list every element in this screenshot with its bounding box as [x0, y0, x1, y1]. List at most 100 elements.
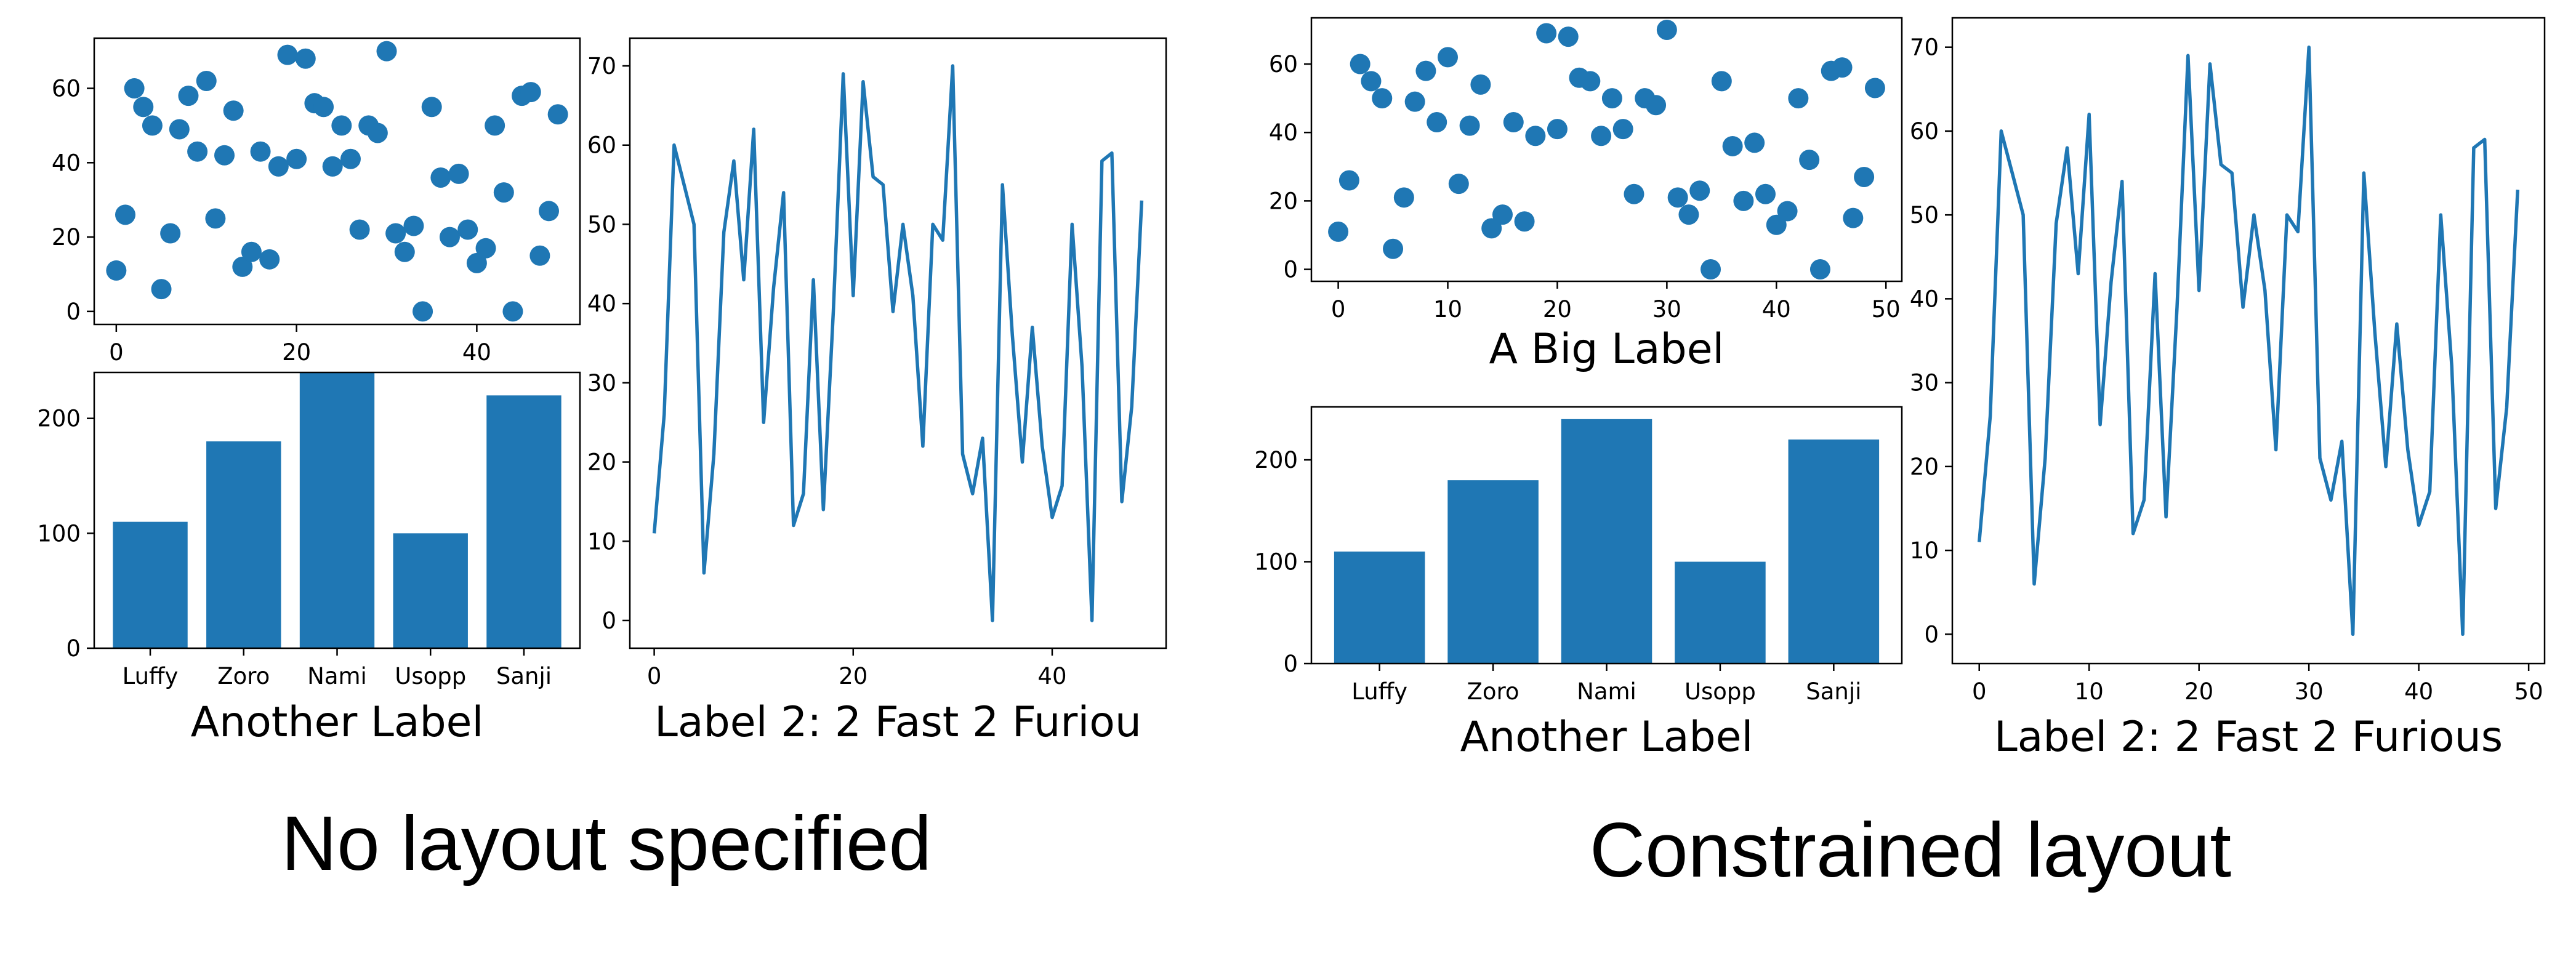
- scatter-point: [115, 204, 136, 225]
- y-tick-label: 30: [1910, 370, 1939, 396]
- x-tick-label: Sanji: [1806, 678, 1861, 705]
- left-line-xlabel: Label 2: 2 Fast 2 Furiou: [654, 698, 1141, 747]
- scatter-point: [1777, 201, 1798, 222]
- y-tick-label: 40: [1269, 119, 1298, 146]
- x-tick-label: 20: [2184, 678, 2213, 705]
- scatter-point: [547, 104, 568, 125]
- scatter-point: [485, 115, 505, 136]
- scatter-point: [1514, 211, 1535, 232]
- scatter-point: [1809, 259, 1830, 280]
- right-line-frame: [1951, 17, 2546, 665]
- y-tick-label: 50: [587, 211, 616, 238]
- scatter-point: [106, 260, 127, 281]
- scatter-point: [1438, 47, 1459, 68]
- scatter-point: [1328, 221, 1349, 242]
- left-scatter-axes: 0 20 40 0 20 40 60: [52, 37, 581, 366]
- x-tick-label: Luffy: [123, 663, 179, 689]
- scatter-point: [1558, 26, 1579, 47]
- scatter-point: [385, 223, 406, 244]
- scatter-point: [1701, 259, 1721, 280]
- x-tick-label: 10: [1433, 296, 1462, 323]
- y-tick-label: 200: [1254, 447, 1298, 473]
- scatter-point: [1459, 115, 1480, 136]
- y-tick-label: 20: [587, 449, 616, 476]
- left-bar-xlabel: Another Label: [191, 698, 484, 747]
- scatter-point: [160, 223, 181, 244]
- bar-usopp: [393, 533, 468, 648]
- right-line-xlabel: Label 2: 2 Fast 2 Furious: [1994, 713, 2503, 761]
- scatter-point: [268, 156, 289, 177]
- y-tick-label: 0: [1283, 257, 1298, 283]
- x-tick-label: Zoro: [1467, 678, 1519, 705]
- scatter-point: [538, 201, 559, 222]
- x-tick-label: 20: [1543, 296, 1572, 323]
- scatter-point: [493, 182, 514, 203]
- right-scatter-frame: [1310, 17, 1903, 283]
- scatter-point: [421, 97, 442, 118]
- scatter-point: [1678, 204, 1699, 225]
- y-tick-label: 0: [602, 608, 616, 634]
- scatter-point: [214, 145, 235, 166]
- scatter-point: [1766, 214, 1787, 235]
- y-tick-label: 30: [587, 370, 616, 396]
- y-tick-label: 70: [587, 53, 616, 79]
- scatter-point: [133, 97, 154, 118]
- series-line: [1977, 45, 2520, 637]
- scatter-point: [367, 123, 388, 143]
- scatter-point: [413, 301, 433, 322]
- bar-sanji: [486, 395, 561, 648]
- scatter-point: [295, 48, 316, 69]
- left-bar-frame: [93, 371, 581, 649]
- caption-no-layout: No layout specified: [281, 801, 932, 886]
- y-tick-label: 60: [52, 76, 81, 102]
- y-tick-label: 20: [52, 224, 81, 251]
- y-tick-label: 0: [1283, 651, 1298, 677]
- y-tick-label: 60: [587, 132, 616, 159]
- scatter-point: [349, 219, 370, 240]
- scatter-point: [1470, 74, 1491, 95]
- x-tick-label: 30: [1652, 296, 1681, 323]
- scatter-point: [403, 215, 424, 236]
- scatter-point: [1667, 187, 1688, 208]
- bar-nami: [299, 372, 375, 648]
- x-tick-label: Usopp: [395, 663, 466, 689]
- scatter-point: [466, 252, 487, 273]
- left-bar-axes: Luffy Zoro Nami Usopp Sanji 0 100 200 Another La…: [37, 371, 581, 747]
- scatter-point: [439, 227, 460, 247]
- bar-zoro: [206, 441, 281, 648]
- scatter-point: [142, 115, 163, 136]
- scatter-point: [457, 219, 478, 240]
- left-line-axes: 0 20 40 0 10 20 30 40 50 60 70 Label 2: 2 Fast 2 Fu…: [587, 37, 1167, 747]
- scatter-point: [1733, 190, 1754, 211]
- scatter-point: [232, 256, 253, 277]
- scatter-point: [1415, 60, 1436, 81]
- bar-luffy: [1334, 551, 1425, 664]
- left-line-frame: [629, 37, 1167, 649]
- y-tick-label: 100: [37, 520, 81, 547]
- scatter-point: [529, 245, 550, 266]
- y-tick-label: 20: [1269, 188, 1298, 214]
- scatter-point: [178, 86, 199, 106]
- scatter-point: [223, 100, 244, 121]
- scatter-point: [1503, 112, 1524, 133]
- scatter-point: [1689, 180, 1710, 201]
- scatter-point: [196, 70, 217, 91]
- y-tick-label: 0: [1924, 621, 1939, 648]
- scatter-point: [322, 156, 343, 177]
- scatter-point: [1744, 132, 1765, 153]
- x-tick-label: 0: [109, 339, 124, 366]
- scatter-point: [1338, 170, 1359, 191]
- x-tick-label: 40: [1037, 663, 1066, 689]
- x-tick-label: 30: [2295, 678, 2324, 705]
- scatter-point: [124, 78, 145, 99]
- scatter-point: [1799, 150, 1820, 171]
- right-scatter-xlabel: A Big Label: [1489, 325, 1725, 374]
- scatter-point: [1492, 204, 1513, 225]
- x-tick-label: 50: [2514, 678, 2543, 705]
- scatter-point: [1646, 95, 1667, 116]
- x-tick-label: 40: [2404, 678, 2433, 705]
- scatter-point: [1536, 23, 1557, 44]
- x-tick-label: Nami: [307, 663, 367, 689]
- x-tick-label: 0: [1972, 678, 1987, 705]
